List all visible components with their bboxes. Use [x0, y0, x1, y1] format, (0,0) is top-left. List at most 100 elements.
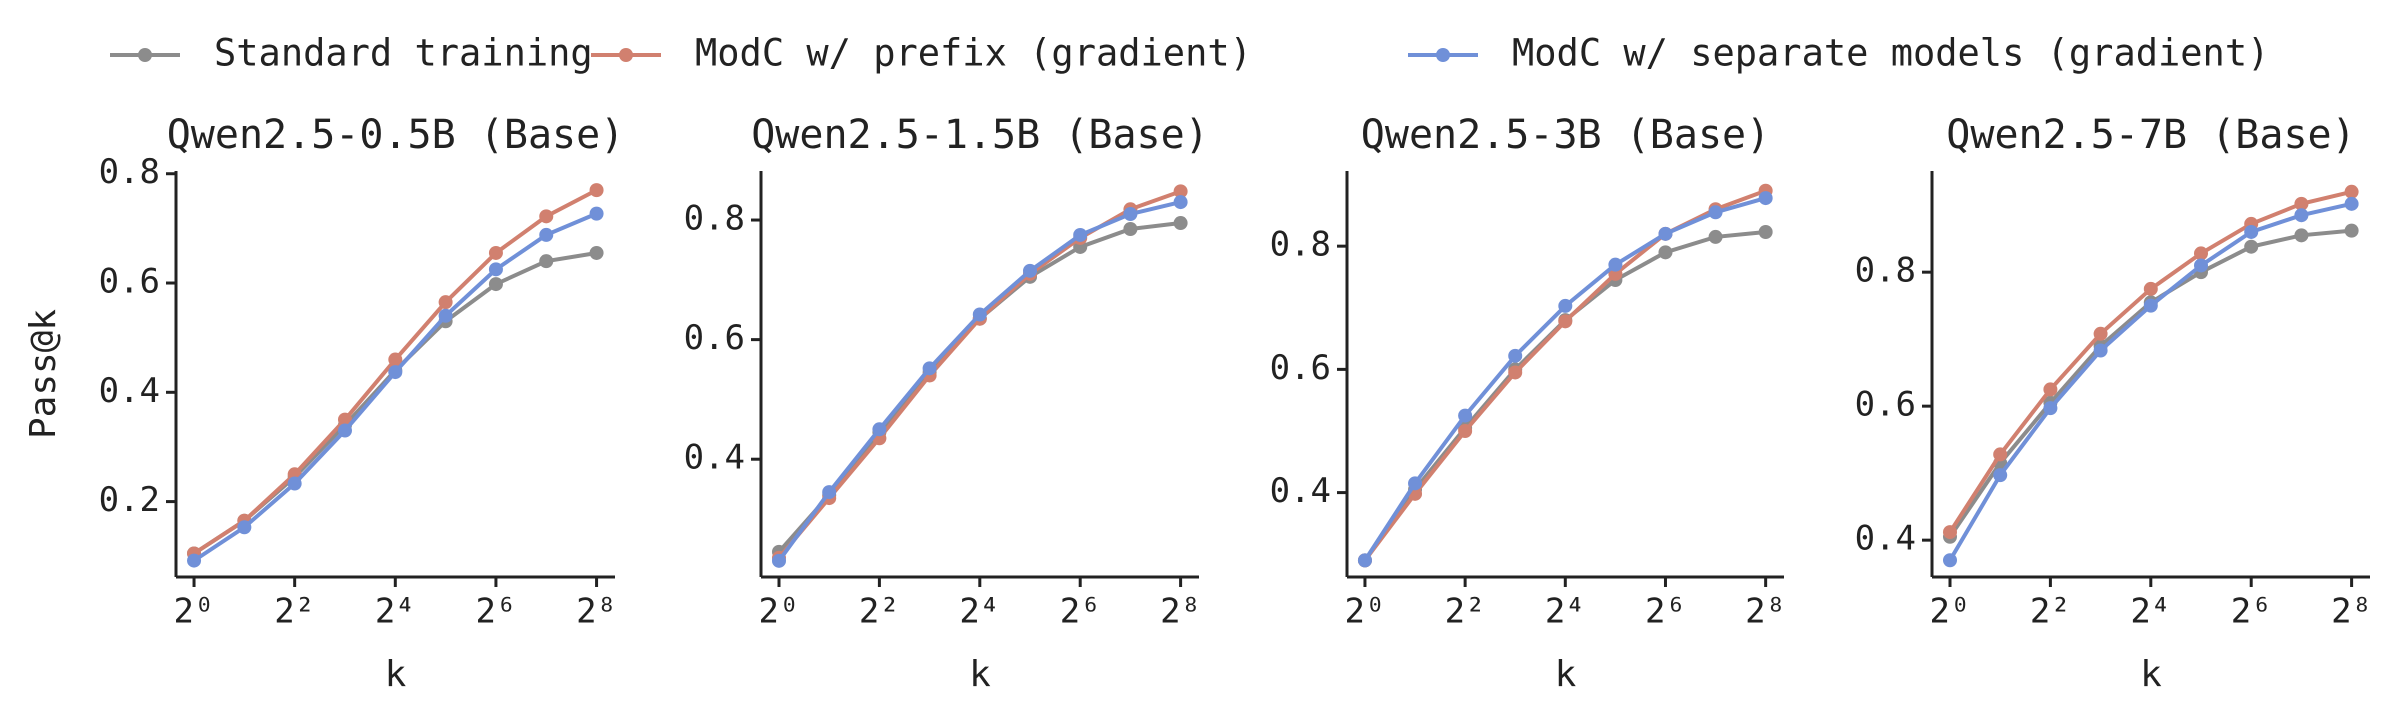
y-tick-label: 0.6	[684, 318, 745, 358]
data-point	[1173, 216, 1188, 231]
data-point	[2043, 382, 2058, 397]
data-point	[922, 361, 937, 376]
x-tick-label: 2⁴	[1545, 592, 1586, 632]
data-point	[1073, 227, 1088, 242]
series-line	[1948, 228, 2352, 538]
data-point	[1173, 195, 1188, 210]
data-point	[337, 412, 352, 427]
y-tick-label: 0.8	[99, 152, 160, 192]
data-point	[438, 308, 453, 323]
data-point	[1173, 184, 1188, 199]
data-point	[337, 423, 352, 438]
data-point	[2143, 281, 2158, 296]
data-point	[287, 476, 302, 491]
legend-label: ModC w/ separate models (gradient)	[1512, 32, 2269, 75]
data-point	[589, 245, 604, 260]
x-tick-label: 2⁶	[1060, 592, 1101, 632]
data-point	[2344, 223, 2359, 238]
data-point	[1993, 468, 2008, 483]
series-line	[1363, 196, 1767, 562]
data-point	[2194, 246, 2209, 261]
data-point	[1942, 553, 1957, 568]
data-point	[1658, 226, 1673, 241]
series-line	[1948, 201, 2353, 562]
data-point	[1942, 525, 1957, 540]
y-tick-label: 0.6	[1855, 385, 1916, 425]
data-point	[1758, 191, 1773, 206]
x-axis-label: k	[969, 654, 991, 695]
data-point	[1458, 423, 1473, 438]
data-point	[2294, 196, 2309, 211]
y-axis-label: Pass@k	[23, 309, 64, 439]
data-point	[1508, 365, 1523, 380]
data-point	[1458, 408, 1473, 423]
x-axis-label: k	[385, 654, 407, 695]
data-point	[1357, 553, 1372, 568]
x-tick-label: 2⁸	[576, 592, 617, 632]
data-point	[972, 307, 987, 322]
data-point	[539, 209, 554, 224]
series-line	[1363, 188, 1767, 562]
y-tick-label: 0.4	[1855, 519, 1916, 559]
x-tick-label: 2⁰	[1930, 592, 1971, 632]
x-tick-label: 2⁴	[2130, 592, 2171, 632]
data-point	[1408, 476, 1423, 491]
data-point	[1123, 222, 1138, 236]
series-line	[777, 221, 1181, 554]
legend-marker	[138, 48, 152, 62]
data-point	[2294, 208, 2309, 223]
x-tick-label: 2²	[2030, 592, 2071, 632]
data-point	[2143, 298, 2158, 313]
data-point	[1023, 263, 1038, 278]
x-axis-label: k	[1555, 654, 1577, 695]
y-tick-label: 0.8	[684, 199, 745, 239]
y-tick-label: 0.4	[99, 371, 160, 411]
chart-title: Qwen2.5-1.5B (Base)	[751, 112, 1209, 158]
x-tick-label: 2²	[1445, 592, 1486, 632]
x-tick-label: 2⁸	[1745, 592, 1786, 632]
data-point	[2043, 401, 2058, 416]
series-line	[777, 200, 1182, 563]
x-tick-label: 2⁶	[2231, 592, 2272, 632]
data-point	[872, 422, 887, 437]
data-point	[488, 277, 503, 292]
x-tick-label: 2²	[274, 592, 315, 632]
y-tick-label: 0.6	[99, 262, 160, 302]
data-point	[2294, 228, 2309, 243]
y-tick-label: 0.6	[1270, 348, 1331, 388]
data-point	[388, 365, 403, 380]
data-point	[488, 245, 503, 260]
data-point	[388, 352, 403, 367]
legend-marker	[1436, 48, 1450, 62]
data-point	[1708, 205, 1723, 220]
x-tick-label: 2²	[859, 592, 900, 632]
data-point	[2344, 196, 2359, 211]
data-point	[1758, 224, 1773, 239]
legend-label: ModC w/ prefix (gradient)	[695, 32, 1252, 75]
series-line	[192, 250, 597, 556]
y-tick-label: 0.4	[684, 438, 745, 478]
data-point	[1123, 207, 1138, 222]
series-line	[777, 189, 1182, 560]
x-tick-label: 2⁴	[959, 592, 1000, 632]
x-tick-label: 2⁰	[759, 592, 800, 632]
data-point	[2244, 224, 2259, 239]
series-line	[1948, 189, 2353, 534]
data-point	[1508, 348, 1523, 363]
data-point	[2344, 184, 2359, 199]
x-tick-label: 2⁴	[375, 592, 416, 632]
data-point	[589, 183, 604, 198]
series-line	[1363, 230, 1766, 562]
x-tick-label: 2⁶	[1645, 592, 1686, 632]
data-point	[187, 553, 202, 568]
chart-title: Qwen2.5-7B (Base)	[1946, 112, 2355, 158]
x-tick-label: 2⁶	[475, 592, 516, 632]
data-point	[2244, 239, 2259, 254]
data-point	[771, 553, 786, 568]
data-point	[2093, 326, 2108, 341]
x-tick-label: 2⁰	[1344, 592, 1385, 632]
data-point	[2194, 258, 2209, 273]
data-point	[1558, 298, 1573, 313]
data-point	[539, 227, 554, 242]
